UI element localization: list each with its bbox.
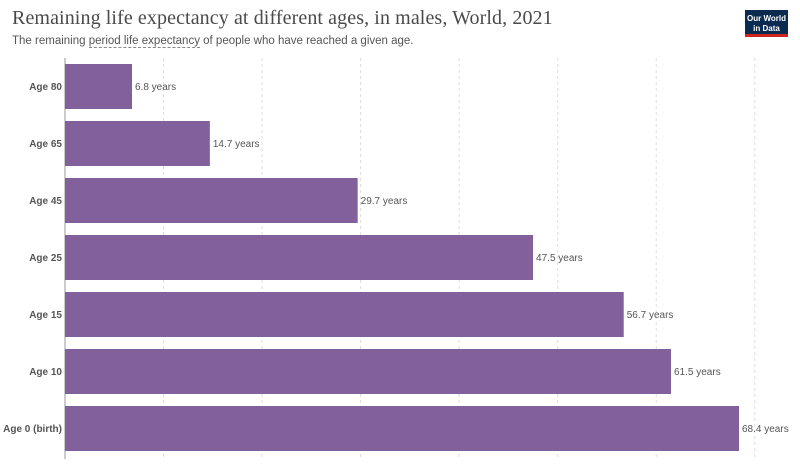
logo-line-2: in Data [753,23,780,33]
owid-logo[interactable]: Our World in Data [745,10,788,37]
period-life-expectancy-link[interactable]: period life expectancy [88,35,200,48]
value-label: 14.7 years [213,139,260,150]
bar [65,235,534,280]
subtitle-suffix: of people who have reached a given age. [199,35,414,47]
bar [65,178,358,223]
value-label: 6.8 years [135,82,176,93]
category-label: Age 10 [29,367,62,378]
bar [65,64,133,109]
value-label: 29.7 years [361,196,408,207]
category-label: Age 45 [29,196,62,207]
subtitle-prefix: The remaining [12,35,89,47]
bar [65,406,739,451]
category-label: Age 25 [29,253,62,264]
value-label: 47.5 years [536,253,583,264]
value-label: 61.5 years [674,367,721,378]
chart-subtitle: The remaining period life expectancy of … [12,35,414,48]
category-label: Age 15 [29,310,62,321]
logo-line-1: Our World [747,14,786,23]
bar [65,292,624,337]
value-label: 68.4 years [742,424,789,435]
bar [65,121,210,166]
category-label: Age 0 (birth) [3,424,62,435]
category-label: Age 65 [29,139,62,150]
category-label: Age 80 [29,82,62,93]
value-label: 56.7 years [627,310,674,321]
chart-title: Remaining life expectancy at different a… [12,7,553,29]
bar [65,349,672,394]
